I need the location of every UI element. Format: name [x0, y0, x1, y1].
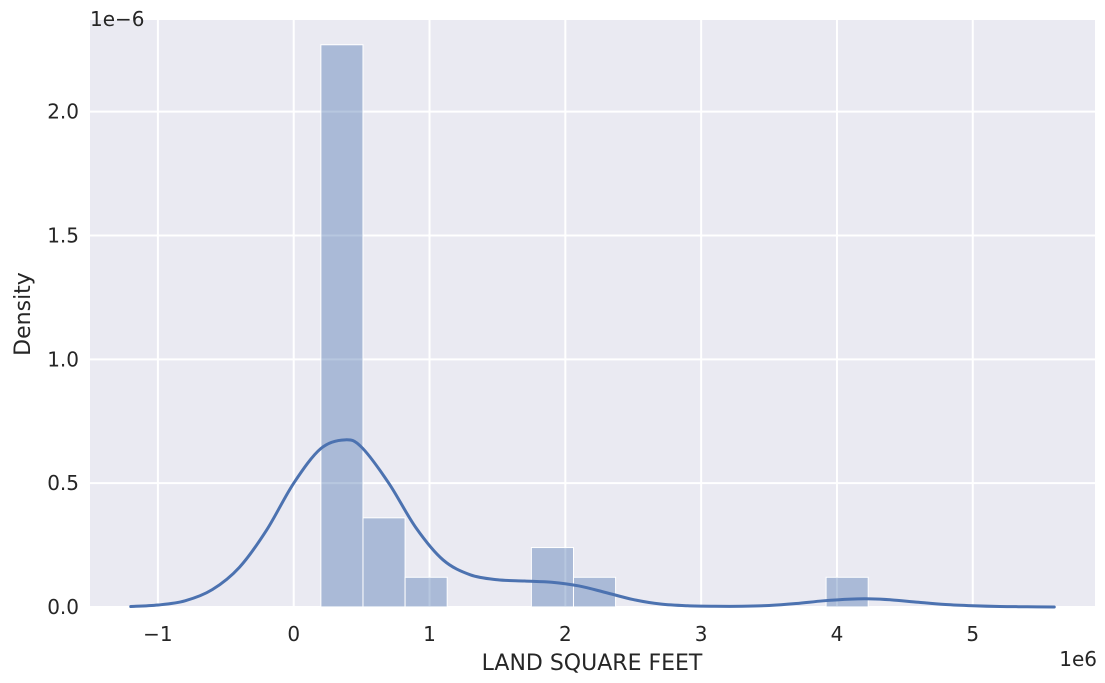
histogram-bar	[320, 44, 364, 608]
x-tick-label: 5	[966, 622, 979, 646]
histogram-bar	[404, 576, 448, 608]
x-tick-label: 2	[559, 622, 572, 646]
y-axis-label: Density	[11, 272, 36, 356]
y-tick-label: 1.5	[47, 223, 79, 247]
kde-curve	[129, 438, 1056, 609]
x-tick-label: −1	[143, 622, 172, 646]
y-tick-label: 0.0	[47, 595, 79, 619]
x-tick-label: 3	[695, 622, 708, 646]
x-tick-label: 1	[423, 622, 436, 646]
y-tick-labels: 0.0 0.5 1.0 1.5 2.0	[47, 100, 79, 619]
y-tick-label: 1.0	[47, 347, 79, 371]
plot-area	[90, 20, 1095, 607]
histogram-bar	[572, 576, 617, 608]
histogram-bar	[825, 576, 869, 608]
histogram-bar	[530, 547, 574, 608]
y-tick-label: 2.0	[47, 100, 79, 124]
x-tick-label: 0	[287, 622, 300, 646]
x-offset-label: 1e6	[1059, 647, 1097, 671]
y-tick-label: 0.5	[47, 471, 79, 495]
x-axis-label: LAND SQUARE FEET	[482, 651, 703, 676]
histogram-bars	[320, 44, 869, 608]
y-offset-label: 1e−6	[90, 7, 145, 31]
x-tick-label: 4	[831, 622, 844, 646]
histogram-bar	[362, 517, 406, 608]
grid-lines	[90, 20, 1095, 608]
x-tick-labels: −1 0 1 2 3 4 5	[143, 622, 979, 646]
